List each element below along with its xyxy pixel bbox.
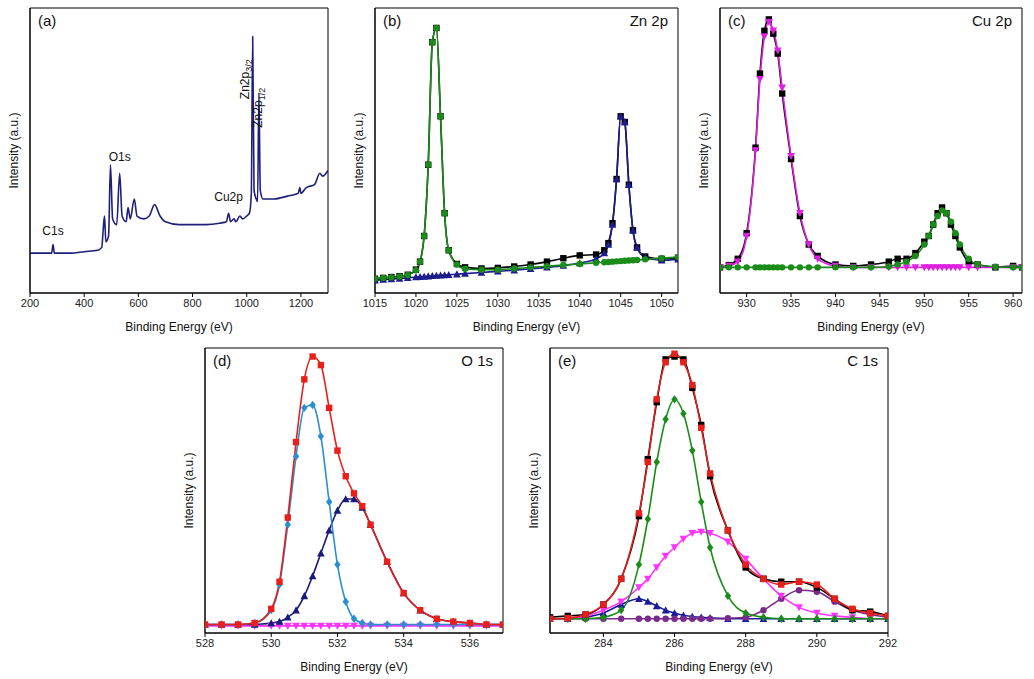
svg-text:528: 528 <box>196 637 214 649</box>
html-text:(a): (a) <box>38 12 57 29</box>
svg-text:Intensity (a.u.): Intensity (a.u.) <box>527 452 541 528</box>
svg-text:1050: 1050 <box>649 297 673 309</box>
svg-text:530: 530 <box>262 637 280 649</box>
svg-text:O1s: O1s <box>109 150 131 164</box>
svg-text:Cu2p: Cu2p <box>214 190 243 204</box>
svg-text:Binding Energy (eV): Binding Energy (eV) <box>473 320 580 334</box>
svg-text:930: 930 <box>737 297 755 309</box>
svg-text:C1s: C1s <box>42 224 63 238</box>
svg-text:292: 292 <box>879 637 897 649</box>
svg-text:Zn2p1/2: Zn2p1/2 <box>251 88 267 128</box>
svg-text:960: 960 <box>1004 297 1022 309</box>
svg-text:945: 945 <box>871 297 889 309</box>
svg-text:Intensity (a.u.): Intensity (a.u.) <box>8 112 21 188</box>
svg-text:1025: 1025 <box>445 297 469 309</box>
svg-text:955: 955 <box>960 297 978 309</box>
svg-text:Zn2p3/2: Zn2p3/2 <box>238 59 254 99</box>
html-text:O 1s: O 1s <box>461 352 493 369</box>
svg-text:1035: 1035 <box>527 297 551 309</box>
svg-text:284: 284 <box>594 637 612 649</box>
html-text:(e): (e) <box>558 352 577 369</box>
html-text:Zn 2p: Zn 2p <box>629 12 668 29</box>
svg-text:600: 600 <box>129 297 147 309</box>
svg-text:200: 200 <box>21 297 39 309</box>
svg-text:Binding Energy (eV): Binding Energy (eV) <box>665 660 772 674</box>
html-text:(d): (d) <box>213 352 232 369</box>
svg-text:Intensity (a.u.): Intensity (a.u.) <box>697 112 711 188</box>
svg-text:534: 534 <box>394 637 412 649</box>
svg-text:940: 940 <box>826 297 844 309</box>
svg-text:1020: 1020 <box>404 297 428 309</box>
svg-text:Binding Energy (eV): Binding Energy (eV) <box>125 320 232 334</box>
svg-text:532: 532 <box>328 637 346 649</box>
svg-text:286: 286 <box>665 637 683 649</box>
svg-text:1200: 1200 <box>289 297 313 309</box>
svg-text:950: 950 <box>915 297 933 309</box>
html-text:(b): (b) <box>383 12 402 29</box>
svg-text:Binding Energy (eV): Binding Energy (eV) <box>817 320 924 334</box>
svg-text:288: 288 <box>737 637 755 649</box>
html-text:Cu 2p: Cu 2p <box>972 12 1012 29</box>
svg-text:1015: 1015 <box>363 297 387 309</box>
svg-text:536: 536 <box>461 637 479 649</box>
svg-text:1045: 1045 <box>608 297 632 309</box>
svg-text:Binding Energy (eV): Binding Energy (eV) <box>300 660 407 674</box>
svg-text:935: 935 <box>782 297 800 309</box>
svg-text:Intensity (a.u.): Intensity (a.u.) <box>182 452 196 528</box>
html-text:C 1s: C 1s <box>847 352 878 369</box>
svg-text:Intensity (a.u.): Intensity (a.u.) <box>352 112 366 188</box>
svg-text:1040: 1040 <box>567 297 591 309</box>
html-text:(c): (c) <box>728 12 746 29</box>
svg-text:290: 290 <box>808 637 826 649</box>
svg-text:400: 400 <box>75 297 93 309</box>
svg-text:1030: 1030 <box>486 297 510 309</box>
svg-text:1000: 1000 <box>234 297 258 309</box>
svg-text:800: 800 <box>183 297 201 309</box>
